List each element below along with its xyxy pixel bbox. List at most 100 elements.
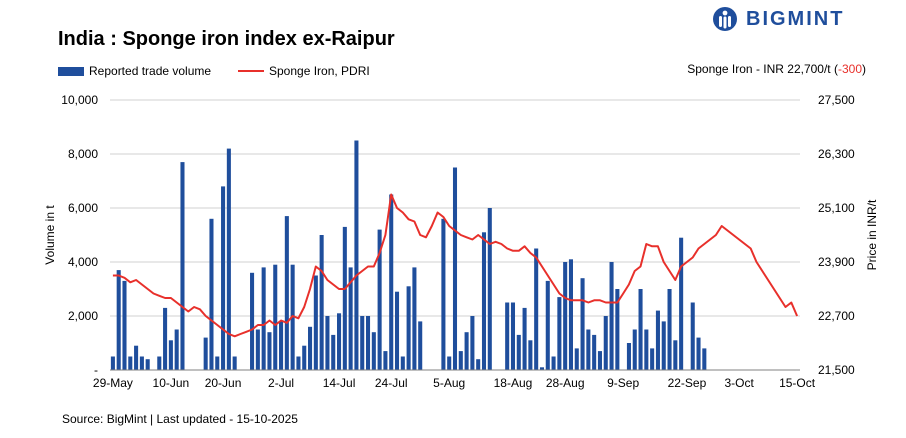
x-tick-label: 28-Aug xyxy=(546,376,585,390)
price-note: Sponge Iron - INR 22,700/t (-300) xyxy=(687,62,866,76)
volume-bar xyxy=(394,291,400,370)
y2-tick-label: 27,500 xyxy=(818,93,855,107)
volume-bar xyxy=(250,272,255,370)
volume-bar xyxy=(626,343,631,370)
volume-bar xyxy=(296,356,301,370)
volume-bar xyxy=(470,316,475,370)
y2-axis-label: Price in INR/t xyxy=(865,199,879,270)
x-tick-label: 29-May xyxy=(93,376,133,390)
volume-bar xyxy=(377,229,382,370)
legend-label-volume: Reported trade volume xyxy=(89,64,212,78)
volume-bar xyxy=(644,329,649,370)
volume-bar xyxy=(441,218,446,370)
volume-bar xyxy=(157,356,162,370)
volume-bar xyxy=(128,356,133,370)
volume-bar xyxy=(412,267,417,370)
volume-bar xyxy=(255,329,260,370)
source-note: Source: BigMint | Last updated - 15-10-2… xyxy=(62,412,298,426)
volume-bar xyxy=(557,297,562,370)
x-tick-label: 2-Jul xyxy=(268,376,294,390)
volume-bar xyxy=(563,262,568,370)
volume-bar xyxy=(226,148,231,370)
legend-swatch-line xyxy=(238,70,264,72)
volume-bar xyxy=(116,270,121,370)
x-tick-label: 5-Aug xyxy=(433,376,465,390)
volume-bar xyxy=(615,289,620,370)
volume-bar xyxy=(638,289,643,370)
volume-bar xyxy=(365,316,371,370)
y-tick-label: 2,000 xyxy=(68,309,98,323)
x-tick-label: 14-Jul xyxy=(323,376,356,390)
bigmint-logo-icon xyxy=(713,7,737,31)
volume-bar xyxy=(145,359,150,370)
price-note-change: -300 xyxy=(837,62,862,76)
y-tick-label: 10,000 xyxy=(61,93,98,107)
volume-bar xyxy=(464,332,469,370)
volume-bar xyxy=(308,326,313,370)
volume-bar xyxy=(528,340,533,370)
volume-bar xyxy=(163,307,168,370)
volume-bar xyxy=(650,348,655,370)
volume-bar xyxy=(168,340,173,370)
volume-bar xyxy=(667,289,672,370)
volume-bar xyxy=(232,356,237,370)
volume-bar xyxy=(505,302,510,370)
volume-bar xyxy=(337,313,342,370)
x-tick-label: 22-Sep xyxy=(668,376,707,390)
y2-tick-label: 22,700 xyxy=(818,309,855,323)
brand-name: BIGMINT xyxy=(746,7,845,30)
volume-bar xyxy=(139,356,144,370)
volume-bar xyxy=(122,280,127,370)
volume-bar xyxy=(534,248,539,370)
volume-bar xyxy=(476,359,481,370)
legend-item-volume: Reported trade volume xyxy=(58,64,211,78)
x-tick-label: 10-Jun xyxy=(153,376,190,390)
volume-bar xyxy=(360,316,365,370)
y-tick-label: 4,000 xyxy=(68,255,98,269)
volume-bar xyxy=(221,186,226,370)
volume-bar xyxy=(551,356,556,370)
y-axis-label: Volume in t xyxy=(43,205,57,265)
y-tick-label: 6,000 xyxy=(68,201,98,215)
volume-bar xyxy=(568,259,573,370)
volume-bar xyxy=(418,321,423,370)
x-tick-label: 15-Oct xyxy=(779,376,816,390)
volume-bar xyxy=(348,267,353,370)
chart-title: India : Sponge iron index ex-Raipur xyxy=(58,28,395,50)
y2-tick-label: 21,500 xyxy=(818,363,855,377)
volume-bar xyxy=(574,348,579,370)
volume-bar xyxy=(661,321,666,370)
volume-bar xyxy=(279,321,284,370)
x-tick-label: 20-Jun xyxy=(205,376,242,390)
volume-bar xyxy=(319,235,324,370)
volume-bar xyxy=(110,356,115,370)
volume-bar xyxy=(371,332,376,370)
volume-bar xyxy=(400,356,405,370)
volume-bar xyxy=(383,351,388,370)
volume-bar xyxy=(284,216,289,370)
y-tick-label: - xyxy=(94,363,98,377)
volume-bar xyxy=(609,262,614,370)
volume-bar xyxy=(134,345,139,370)
brand-logo: BIGMINT xyxy=(712,6,844,32)
volume-bar xyxy=(510,302,516,370)
volume-bar xyxy=(406,286,411,370)
volume-bar xyxy=(632,329,637,370)
volume-bar xyxy=(487,208,492,370)
volume-bar xyxy=(597,351,602,370)
volume-bar xyxy=(586,329,591,370)
volume-bar xyxy=(180,162,185,370)
y2-tick-label: 25,100 xyxy=(818,201,855,215)
legend-label-price: Sponge Iron, PDRI xyxy=(269,64,370,78)
volume-bar xyxy=(481,232,487,370)
volume-bar xyxy=(261,267,266,370)
volume-bar xyxy=(539,367,545,370)
volume-bar xyxy=(522,307,527,370)
volume-bar xyxy=(331,334,336,370)
chart-plot: - 2,000 4,000 6,000 8,000 10,000 21,500 22,700 2… xyxy=(43,93,879,390)
x-tick-label: 24-Jul xyxy=(375,376,408,390)
volume-bar xyxy=(267,332,272,370)
volume-bar xyxy=(673,340,678,370)
x-tick-label: 9-Sep xyxy=(607,376,639,390)
y2-tick-label: 23,900 xyxy=(818,255,855,269)
